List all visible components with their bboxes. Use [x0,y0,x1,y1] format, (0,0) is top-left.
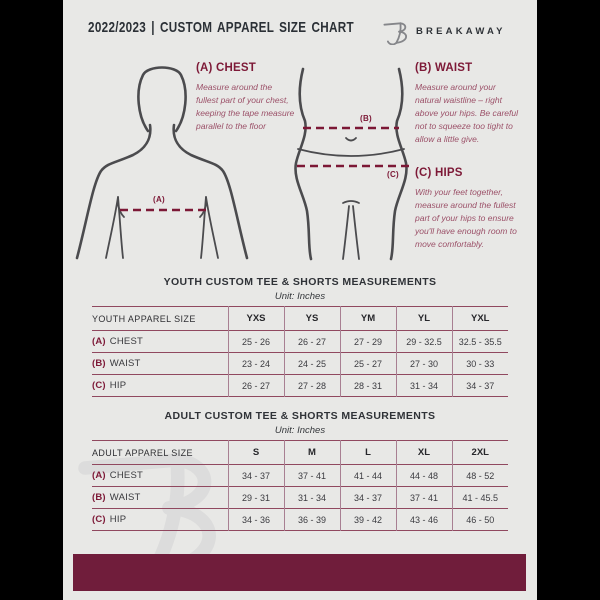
row-label: (B) WAIST [92,492,141,503]
size-cell: 24 - 25 [283,352,340,375]
size-cell: 43 - 46 [395,508,452,531]
row-label: (B) WAIST [92,358,141,369]
size-col-header: YXL [451,306,508,331]
size-cell: 29 - 32.5 [395,330,452,353]
size-cell: 34 - 37 [339,486,396,509]
table-row-hip: (C) HIP 34 - 36 36 - 39 39 - 42 43 - 46 4… [92,508,508,531]
breakaway-logo-icon [383,22,408,45]
size-cell: 48 - 52 [451,464,508,487]
size-col-header: YL [395,306,452,331]
page-title: 2022/2023 | CUSTOM APPAREL SIZE CHART [88,19,355,36]
waist-text: Measure around your natural waistline – … [415,82,519,144]
table-row-waist: (B) WAIST 29 - 31 31 - 34 34 - 37 37 - 41… [92,486,508,509]
size-cell: 41 - 45.5 [451,486,508,509]
size-cell: 34 - 36 [227,508,284,531]
youth-unit-label: Unit: Inches [274,291,326,302]
size-cell: 34 - 37 [451,374,508,397]
size-cell: 25 - 26 [227,330,284,353]
waist-instruction: (B) WAIST Measure around your natural wa… [415,62,519,146]
size-col-header: L [339,440,396,465]
chest-line-label: (A) [153,195,166,204]
row-label: (C) HIP [92,380,127,391]
size-cell: 27 - 30 [395,352,452,375]
size-col-header: YS [283,306,340,331]
waist-line-label: (B) [360,114,373,123]
size-cell: 27 - 28 [283,374,340,397]
chest-text: Measure around the fullest part of your … [196,82,295,131]
hips-instruction: (C) HIPS With your feet together, measur… [415,167,521,251]
body-measurement-diagram [75,66,409,261]
size-cell: 26 - 27 [227,374,284,397]
size-col-header: YM [339,306,396,331]
size-col-header: S [227,440,284,465]
size-cell: 34 - 37 [227,464,284,487]
chest-heading: (A) CHEST [196,62,256,74]
table-row-chest: (A) CHEST 25 - 26 26 - 27 27 - 29 29 - 32… [92,330,508,353]
adult-section-title: ADULT CUSTOM TEE & SHORTS MEASUREMENTS [164,410,436,422]
table-row-waist: (B) WAIST 23 - 24 24 - 25 25 - 27 27 - 30… [92,352,508,375]
size-cell: 28 - 31 [339,374,396,397]
size-cell: 25 - 27 [339,352,396,375]
size-cell: 41 - 44 [339,464,396,487]
size-cell: 23 - 24 [227,352,284,375]
size-col-header: XL [395,440,452,465]
size-col-header: M [283,440,340,465]
size-cell: 31 - 34 [283,486,340,509]
size-cell: 37 - 41 [395,486,452,509]
row-label: (C) HIP [92,514,127,525]
size-col-header: 2XL [451,440,508,465]
footer-accent-bar [73,554,526,591]
youth-header-row: YOUTH APPAREL SIZE YXS YS YM YL YXL [92,306,508,331]
size-cell: 46 - 50 [451,508,508,531]
size-cell: 30 - 33 [451,352,508,375]
waist-heading: (B) WAIST [415,62,473,74]
chest-instruction: (A) CHEST Measure around the fullest par… [196,62,296,133]
table-row-chest: (A) CHEST 34 - 37 37 - 41 41 - 44 44 - 48… [92,464,508,487]
adult-header-row: ADULT APPAREL SIZE S M L XL 2XL [92,440,508,465]
adult-size-header: ADULT APPAREL SIZE [92,447,193,458]
size-cell: 29 - 31 [227,486,284,509]
youth-size-header: YOUTH APPAREL SIZE [92,313,196,324]
youth-size-table: YOUTH APPAREL SIZE YXS YS YM YL YXL (A) C… [92,306,508,397]
youth-section-title: YOUTH CUSTOM TEE & SHORTS MEASUREMENTS [163,276,437,288]
size-cell: 31 - 34 [395,374,452,397]
size-chart-document: 2022/2023 | CUSTOM APPAREL SIZE CHART BR… [63,0,537,600]
size-cell: 26 - 27 [283,330,340,353]
size-cell: 39 - 42 [339,508,396,531]
hips-text: With your feet together, measure around … [415,187,517,249]
row-label: (A) CHEST [92,470,143,481]
size-cell: 44 - 48 [395,464,452,487]
adult-size-table: ADULT APPAREL SIZE S M L XL 2XL (A) CHEST… [92,440,508,531]
size-cell: 37 - 41 [283,464,340,487]
brand-name: BREAKAWAY [416,26,506,37]
hips-heading: (C) HIPS [415,167,463,179]
size-col-header: YXS [227,306,284,331]
table-row-hip: (C) HIP 26 - 27 27 - 28 28 - 31 31 - 34 3… [92,374,508,397]
size-cell: 27 - 29 [339,330,396,353]
row-label: (A) CHEST [92,336,143,347]
size-cell: 36 - 39 [283,508,340,531]
hips-line-label: (C) [387,170,400,179]
adult-unit-label: Unit: Inches [274,425,326,436]
size-cell: 32.5 - 35.5 [451,330,508,353]
